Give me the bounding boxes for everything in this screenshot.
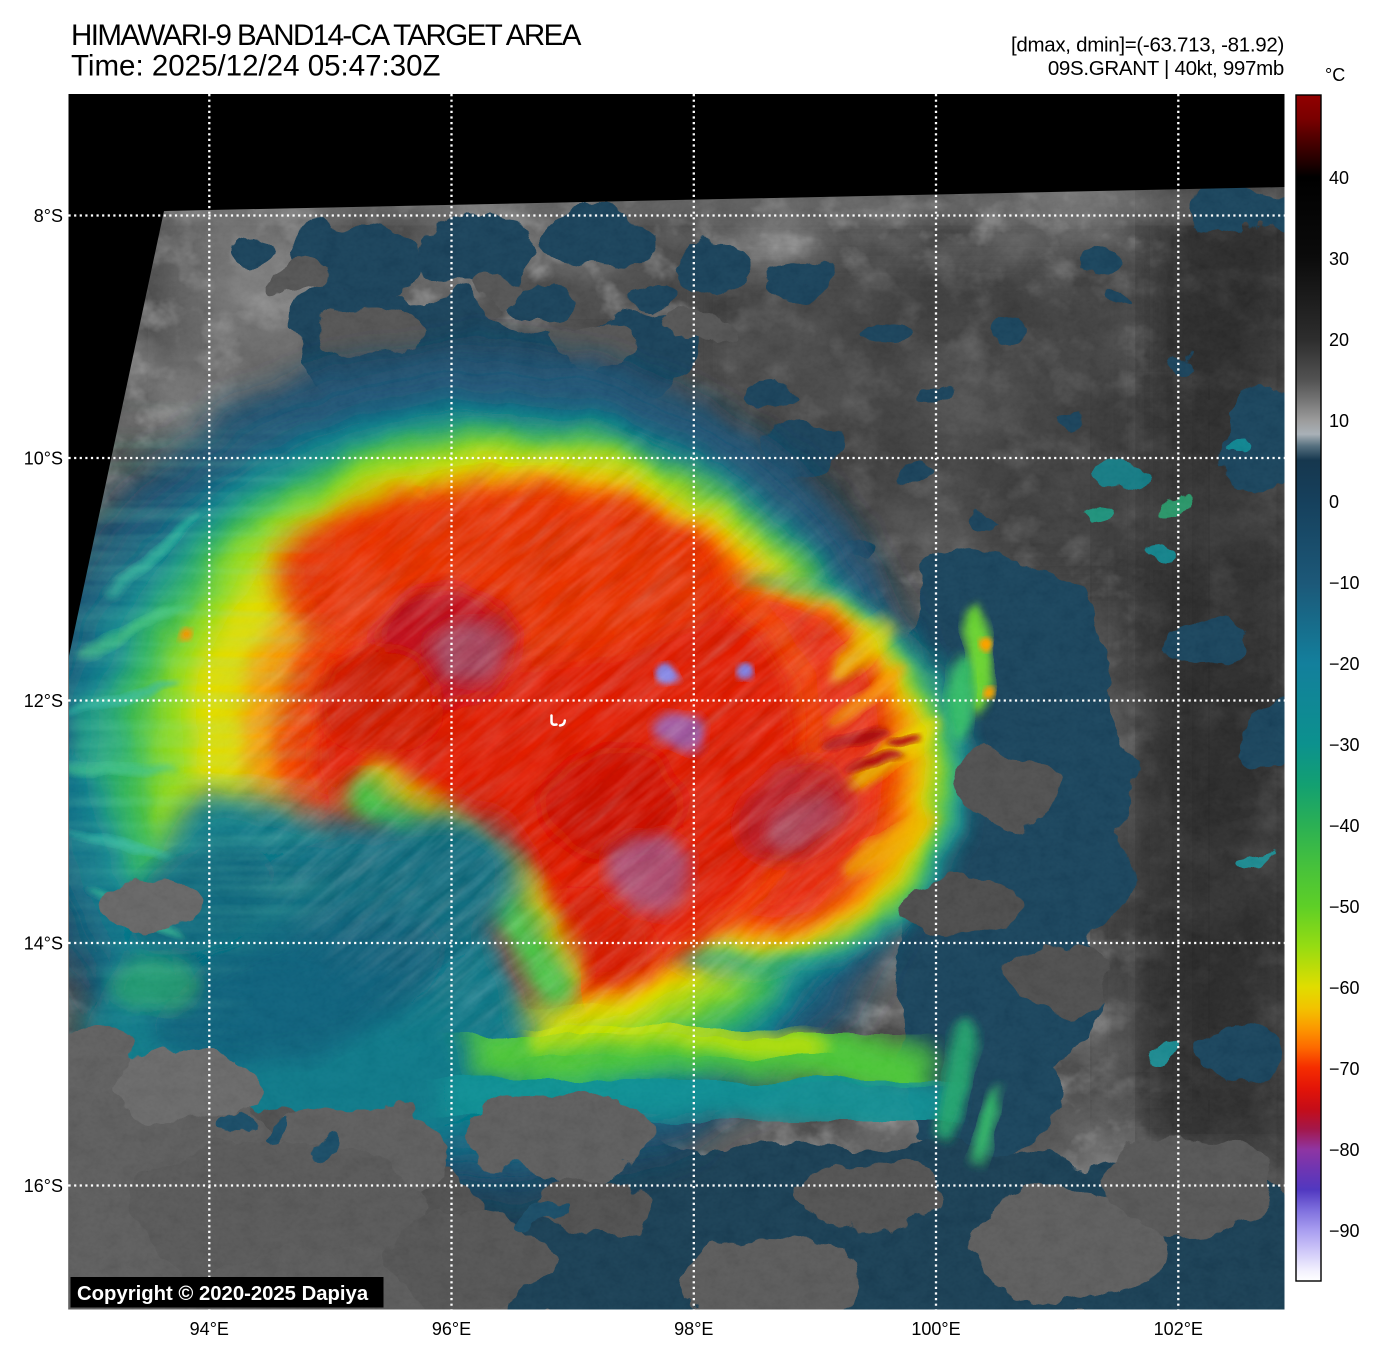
svg-text:Time: 2025/12/24 05:47:30Z: Time: 2025/12/24 05:47:30Z — [71, 50, 441, 83]
svg-text:[dmax, dmin]=(-63.713, -81.92): [dmax, dmin]=(-63.713, -81.92) — [1011, 34, 1284, 57]
svg-text:12°S: 12°S — [24, 691, 63, 711]
svg-text:14°S: 14°S — [24, 934, 63, 954]
svg-text:−30: −30 — [1329, 735, 1360, 755]
svg-text:−60: −60 — [1329, 978, 1360, 998]
svg-text:−20: −20 — [1329, 654, 1360, 674]
svg-text:09S.GRANT | 40kt, 997mb: 09S.GRANT | 40kt, 997mb — [1048, 57, 1284, 80]
svg-text:20: 20 — [1329, 330, 1349, 350]
svg-text:HIMAWARI-9 BAND14-CA TARGET AR: HIMAWARI-9 BAND14-CA TARGET AREA — [71, 19, 582, 52]
svg-text:−10: −10 — [1329, 573, 1360, 593]
svg-text:−40: −40 — [1329, 816, 1360, 836]
svg-text:−50: −50 — [1329, 897, 1360, 917]
svg-text:Copyright © 2020-2025 Dapiya: Copyright © 2020-2025 Dapiya — [77, 1283, 369, 1305]
svg-text:16°S: 16°S — [24, 1176, 63, 1196]
svg-text:−70: −70 — [1329, 1059, 1360, 1079]
svg-text:8°S: 8°S — [34, 206, 63, 226]
svg-text:°C: °C — [1325, 65, 1345, 85]
svg-text:10: 10 — [1329, 411, 1349, 431]
svg-text:10°S: 10°S — [24, 449, 63, 469]
svg-text:−80: −80 — [1329, 1140, 1360, 1160]
svg-text:94°E: 94°E — [190, 1319, 229, 1339]
svg-text:96°E: 96°E — [432, 1319, 471, 1339]
svg-text:30: 30 — [1329, 249, 1349, 269]
svg-text:40: 40 — [1329, 168, 1349, 188]
svg-text:0: 0 — [1329, 492, 1339, 512]
svg-text:−90: −90 — [1329, 1221, 1360, 1241]
svg-text:98°E: 98°E — [674, 1319, 713, 1339]
svg-text:100°E: 100°E — [911, 1319, 960, 1339]
svg-text:102°E: 102°E — [1154, 1319, 1203, 1339]
